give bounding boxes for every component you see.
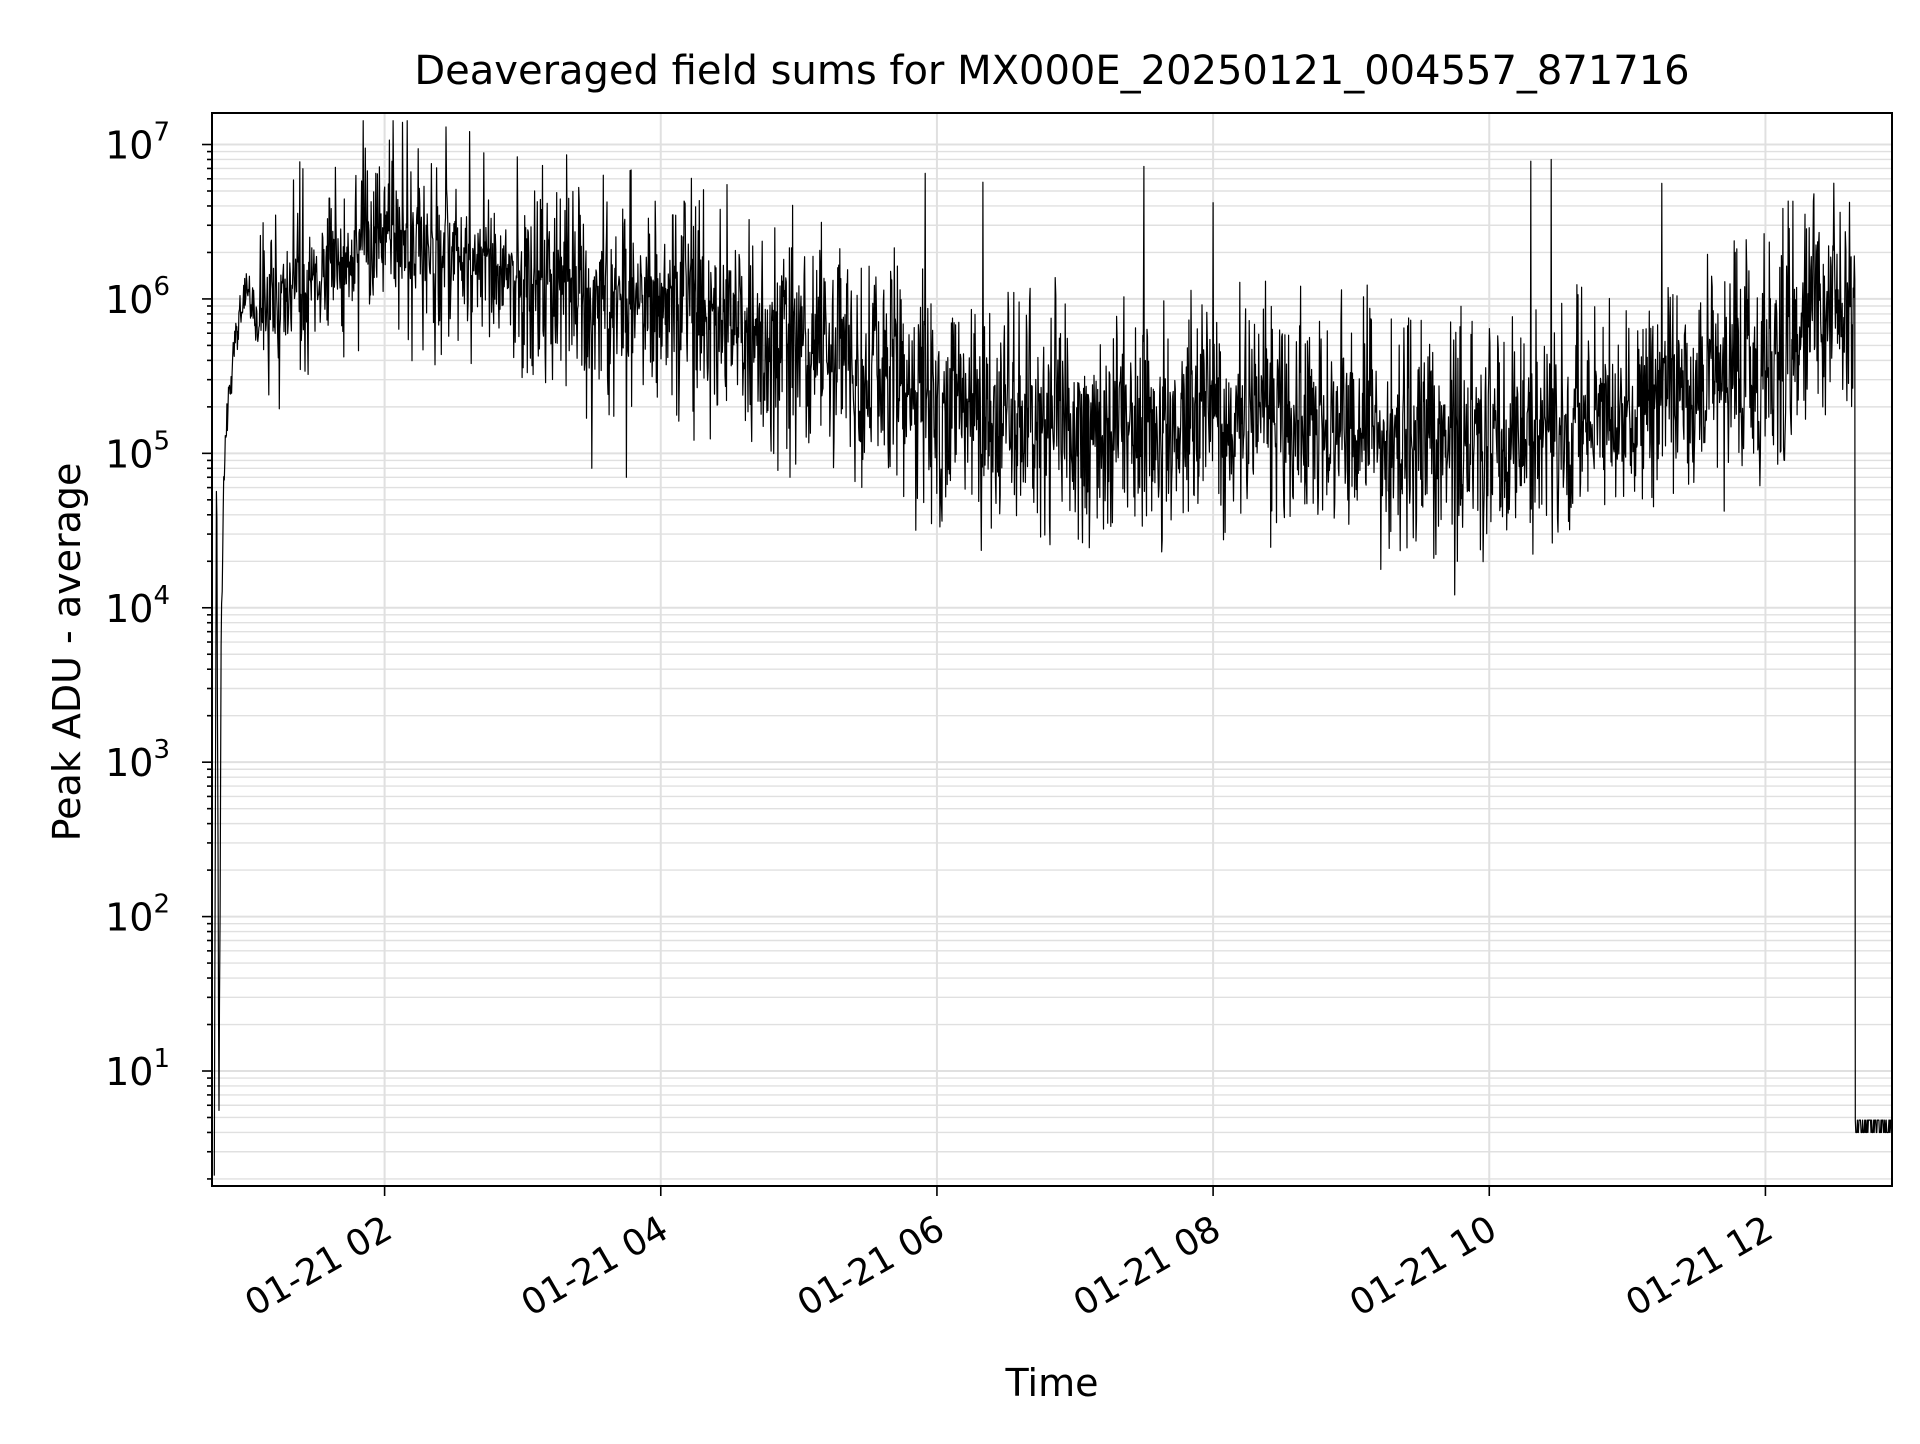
series-line	[213, 120, 1893, 1176]
x-tick-label: 01-21 10	[1343, 1208, 1504, 1324]
x-tick-label: 01-21 04	[515, 1208, 676, 1324]
x-tick-label: 01-21 02	[238, 1208, 399, 1324]
y-tick-label: 107	[105, 118, 170, 168]
x-axis-label: Time	[1005, 1361, 1099, 1405]
y-tick-label: 104	[105, 581, 170, 631]
data-layer	[213, 120, 1893, 1176]
y-axis-label: Peak ADU - average	[45, 463, 89, 842]
x-tick-label: 01-21 08	[1067, 1208, 1228, 1324]
y-tick-label: 102	[105, 890, 170, 940]
y-tick-label: 105	[105, 426, 170, 476]
x-tick-label: 01-21 12	[1619, 1208, 1780, 1324]
y-tick-label: 101	[105, 1044, 170, 1094]
chart-title: Deaveraged field sums for MX000E_2025012…	[414, 48, 1689, 94]
y-tick-label: 106	[105, 272, 170, 322]
plot-frame	[211, 112, 1893, 1187]
x-tick-label: 01-21 06	[791, 1208, 952, 1324]
y-tick-label: 103	[105, 735, 170, 785]
